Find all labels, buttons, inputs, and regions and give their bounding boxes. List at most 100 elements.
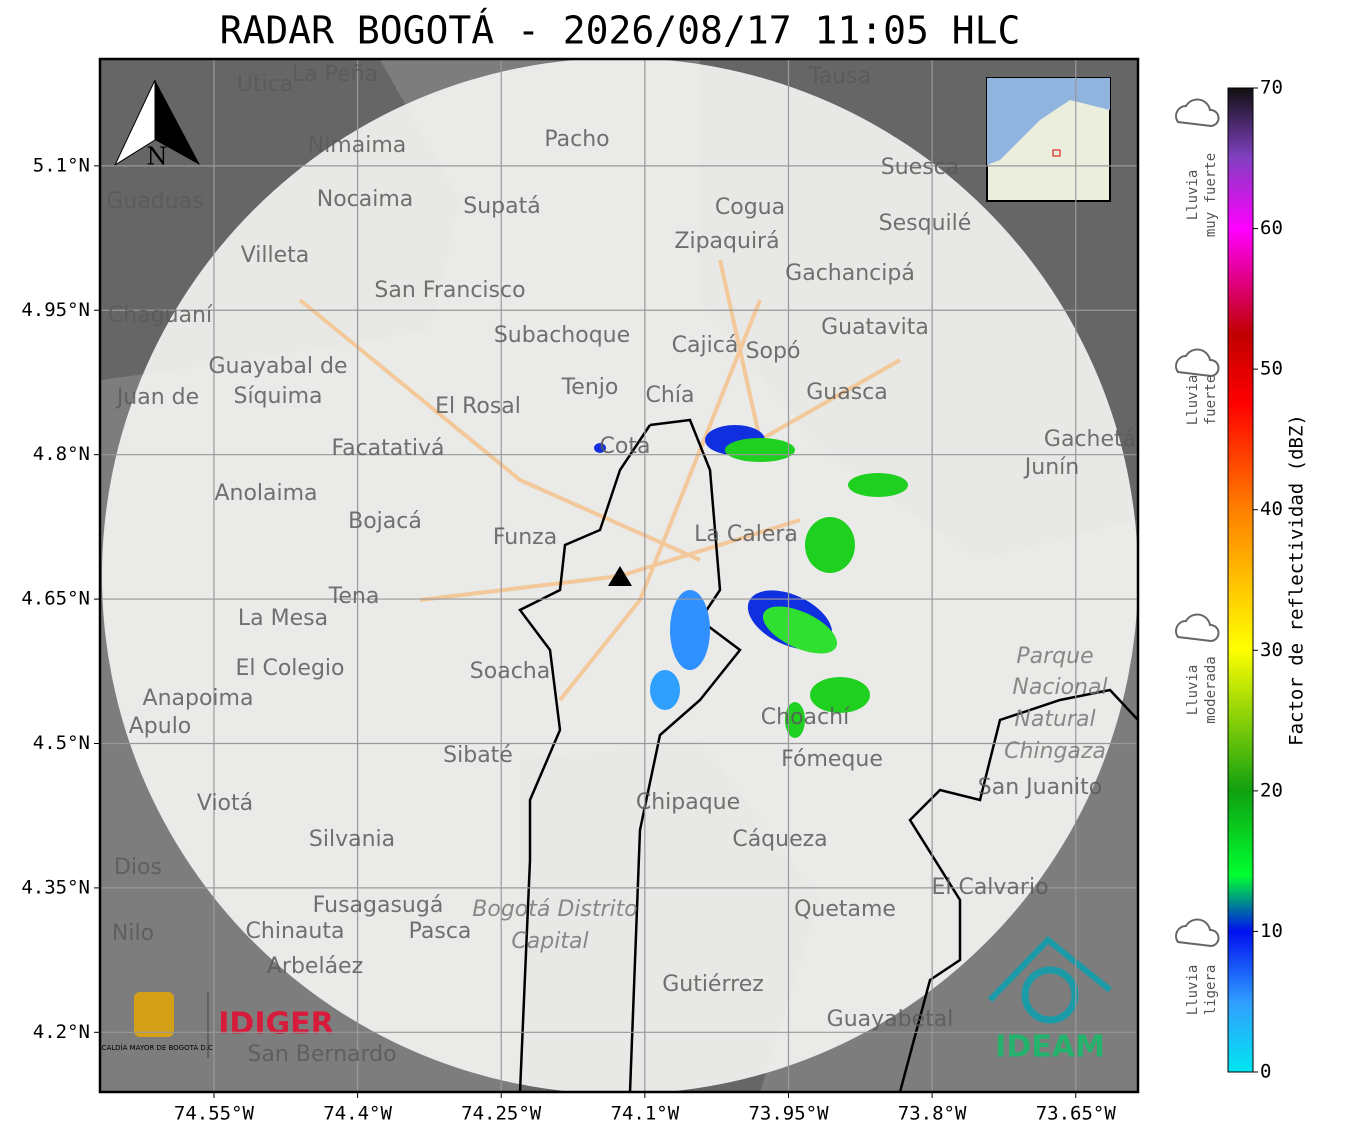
place-label: Chinauta bbox=[246, 919, 345, 944]
place-label: Guayabetal bbox=[827, 1007, 954, 1032]
place-label: Guatavita bbox=[821, 315, 929, 340]
legend-label: fuerte bbox=[1203, 375, 1219, 426]
legend-label: Lluvia bbox=[1185, 170, 1201, 221]
x-tick-label: 73.65°W bbox=[1036, 1103, 1117, 1125]
legend-label: Lluvia bbox=[1185, 965, 1201, 1016]
compass bbox=[155, 80, 200, 165]
inset-marker bbox=[1052, 149, 1061, 157]
place-label: Subachoque bbox=[494, 323, 630, 348]
dept-boundary bbox=[898, 688, 1138, 1092]
place-label: Sesquilé bbox=[879, 211, 972, 236]
y-tick-label: 4.5°N bbox=[33, 732, 90, 754]
place-label: Dios bbox=[114, 855, 162, 880]
place-label: Gutiérrez bbox=[662, 972, 764, 997]
place-label: Silvania bbox=[309, 827, 395, 852]
place-label: Útica bbox=[237, 71, 293, 97]
ideam-logo: IDEAM bbox=[995, 1030, 1105, 1065]
place-label: Soacha bbox=[470, 659, 550, 684]
place-label: Apulo bbox=[129, 714, 192, 739]
place-label: Quetame bbox=[794, 897, 896, 922]
y-tick-label: 4.65°N bbox=[21, 588, 90, 610]
place-label: Nimaima bbox=[308, 133, 407, 158]
place-label: Anolaima bbox=[214, 481, 317, 506]
place-label: Chipaque bbox=[636, 790, 740, 815]
ideam-swirl bbox=[1021, 966, 1079, 1024]
x-tick-label: 74.55°W bbox=[174, 1103, 255, 1125]
radar-site bbox=[608, 566, 632, 586]
y-tick-label: 4.95°N bbox=[21, 299, 90, 321]
colorbar-tick-label: 70 bbox=[1260, 77, 1283, 99]
map-area: N ALCALDÍA MAYOR DE BOGOTÁ D.C. IDIGER I… bbox=[93, 59, 1138, 1092]
place-label: Bojacá bbox=[348, 509, 422, 534]
place-label: Sibaté bbox=[443, 743, 513, 768]
map-frame bbox=[98, 57, 1140, 1094]
place-label: Nocaima bbox=[317, 187, 414, 212]
place-label: Funza bbox=[493, 525, 557, 550]
place-label: Zipaquirá bbox=[674, 229, 779, 254]
place-label: Chía bbox=[646, 383, 695, 408]
colorbar-tick-label: 30 bbox=[1260, 639, 1283, 661]
place-label: Cota bbox=[600, 434, 651, 459]
place-label: El Calvario bbox=[931, 875, 1048, 900]
place-label: Cajicá bbox=[672, 333, 739, 358]
place-label: Gachancipá bbox=[785, 261, 915, 286]
radar-echoes bbox=[594, 425, 908, 738]
place-label: Fusagasugá bbox=[313, 893, 444, 918]
area-label: Natural bbox=[1014, 707, 1095, 732]
colorbar-tick-label: 50 bbox=[1260, 358, 1283, 380]
x-tick-label: 74.25°W bbox=[461, 1103, 542, 1125]
alcaldia-text: ALCALDÍA MAYOR DE BOGOTÁ D.C. bbox=[93, 1043, 215, 1052]
place-label: Guaduas bbox=[106, 189, 203, 214]
colorbar bbox=[1227, 87, 1254, 1073]
x-tick-label: 74.4°W bbox=[323, 1103, 392, 1125]
legend-label: Lluvia bbox=[1185, 375, 1201, 426]
title: RADAR BOGOTÁ - 2026/08/17 11:05 HLC bbox=[220, 9, 1021, 53]
place-label: Pasca bbox=[409, 919, 472, 944]
place-label: San Bernardo bbox=[247, 1042, 396, 1067]
place-label: Suesca bbox=[881, 155, 959, 180]
place-label: La Peña bbox=[292, 62, 378, 87]
y-tick-label: 5.1°N bbox=[33, 154, 90, 176]
compass-label: N bbox=[147, 143, 168, 171]
place-label: Viotá bbox=[197, 791, 253, 816]
inset-sea bbox=[987, 78, 1110, 165]
place-label: Tausa bbox=[808, 64, 871, 89]
place-label: Guasca bbox=[806, 380, 888, 405]
place-label: Guayabal de bbox=[208, 354, 347, 379]
place-label: Facatativá bbox=[331, 436, 444, 461]
place-label: Fómeque bbox=[781, 747, 883, 772]
place-label: Villeta bbox=[241, 243, 310, 268]
weather-icon bbox=[1175, 98, 1220, 128]
area-label: Bogotá Distrito bbox=[472, 897, 637, 922]
place-label: Gachetá bbox=[1044, 427, 1136, 452]
place-label: Pacho bbox=[544, 127, 609, 152]
weather-icon bbox=[1175, 348, 1220, 378]
legend-label: ligera bbox=[1203, 965, 1219, 1016]
place-label: Nilo bbox=[112, 921, 154, 946]
colorbar-tick-label: 0 bbox=[1260, 1061, 1271, 1083]
area-label: Nacional bbox=[1012, 675, 1107, 700]
place-label: Tena bbox=[328, 584, 380, 609]
place-label: Tenjo bbox=[561, 375, 619, 400]
place-label: Cogua bbox=[715, 195, 785, 220]
legend-label: moderada bbox=[1203, 656, 1219, 723]
area-label: Parque bbox=[1016, 644, 1093, 669]
weather-icon bbox=[1175, 918, 1220, 948]
place-label: Cáqueza bbox=[732, 827, 827, 852]
ideam-roof bbox=[987, 935, 1112, 1003]
colorbar-tick-label: 60 bbox=[1260, 217, 1283, 239]
place-label: Anapoima bbox=[143, 686, 254, 711]
x-tick-label: 73.8°W bbox=[898, 1103, 967, 1125]
colorbar-tick-label: 40 bbox=[1260, 498, 1283, 520]
legend-label: muy fuerte bbox=[1203, 153, 1219, 237]
place-label: San Francisco bbox=[374, 278, 525, 303]
weather-icon bbox=[1175, 613, 1220, 643]
place-label: Choachí bbox=[761, 705, 850, 730]
y-tick-label: 4.2°N bbox=[33, 1021, 90, 1043]
legend-label: Lluvia bbox=[1185, 665, 1201, 716]
place-label: Chaguaní bbox=[108, 303, 213, 328]
place-label: El Colegio bbox=[235, 656, 344, 681]
place-label: Junín bbox=[1023, 455, 1079, 480]
y-tick-label: 4.35°N bbox=[21, 876, 90, 898]
place-label: San Juanito bbox=[978, 775, 1102, 800]
